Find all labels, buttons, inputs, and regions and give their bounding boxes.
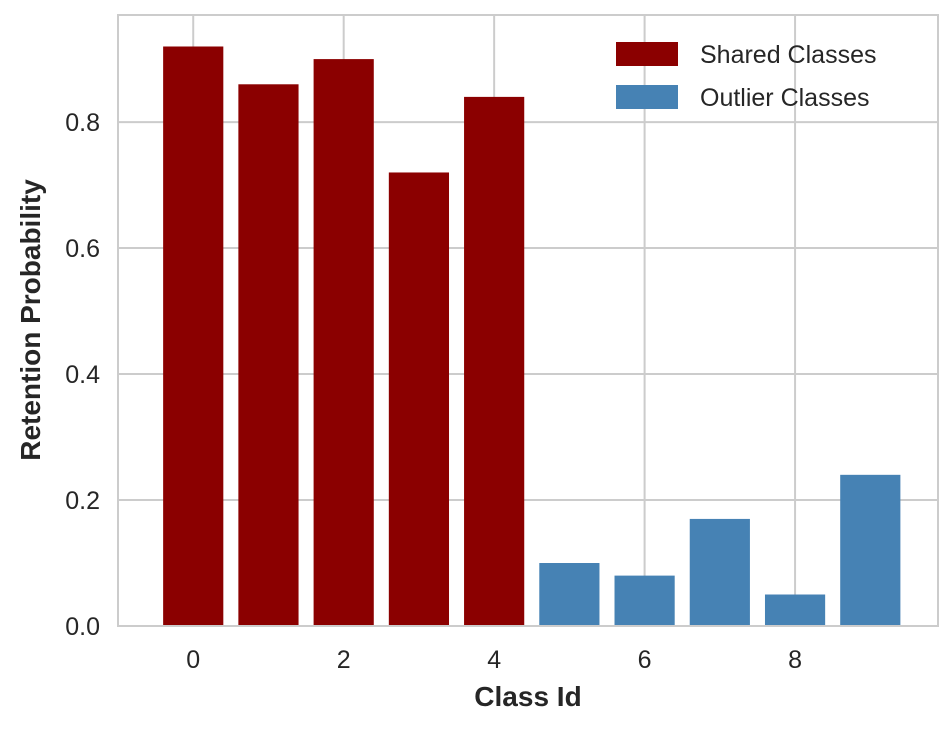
y-tick-label: 0.4 — [65, 361, 100, 389]
outlier-class-bar-9 — [840, 474, 901, 626]
shared-class-bar-3 — [388, 172, 450, 626]
y-tick-label: 0.2 — [65, 487, 100, 515]
outlier-class-bar-6 — [614, 575, 675, 626]
y-tick-label: 0.0 — [65, 613, 100, 641]
legend-label-shared: Shared Classes — [700, 41, 876, 69]
y-axis-title: Retention Probability — [15, 179, 46, 461]
x-tick-labels: 0 2 4 6 8 — [186, 646, 802, 674]
y-tick-label: 0.8 — [65, 109, 100, 137]
x-tick-label: 6 — [638, 646, 652, 674]
shared-class-bar-0 — [163, 46, 224, 626]
x-tick-label: 0 — [186, 646, 200, 674]
shared-class-bar-1 — [238, 84, 299, 627]
legend: Shared Classes Outlier Classes — [616, 41, 876, 112]
x-tick-label: 4 — [487, 646, 501, 674]
outlier-class-bar-7 — [689, 518, 750, 626]
legend-swatch-outlier — [616, 85, 678, 109]
y-tick-labels: 0.0 0.2 0.4 0.6 0.8 — [65, 109, 100, 641]
x-axis-title: Class Id — [474, 681, 581, 712]
legend-label-outlier: Outlier Classes — [700, 84, 870, 112]
shared-class-bar-4 — [464, 96, 525, 626]
legend-swatch-shared — [616, 42, 678, 66]
bars — [163, 46, 901, 627]
outlier-class-bar-5 — [539, 563, 600, 626]
x-tick-label: 8 — [788, 646, 802, 674]
plot-frame — [117, 14, 939, 627]
x-tick-label: 2 — [337, 646, 351, 674]
y-tick-label: 0.6 — [65, 235, 100, 263]
shared-class-bar-2 — [313, 59, 374, 627]
outlier-class-bar-8 — [764, 594, 826, 626]
